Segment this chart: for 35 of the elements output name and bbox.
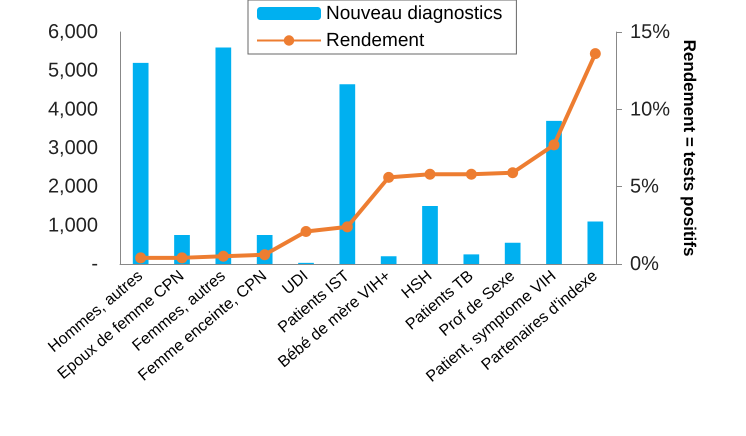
bar xyxy=(422,206,438,264)
bar xyxy=(132,62,149,264)
point xyxy=(383,172,394,183)
point xyxy=(466,168,477,180)
point xyxy=(342,221,353,232)
y-tick-label: 5,000 xyxy=(48,60,98,82)
bar xyxy=(463,254,480,264)
bar xyxy=(339,84,356,264)
point xyxy=(300,226,312,238)
y-tick-label: 4,000 xyxy=(48,98,98,120)
legend-label: Nouveau diagnostics xyxy=(326,3,502,24)
point xyxy=(507,167,518,178)
y-tick-label: - xyxy=(91,253,98,275)
point xyxy=(218,250,229,262)
y2-tick-label: 0% xyxy=(630,253,660,275)
bar xyxy=(546,120,562,264)
point xyxy=(590,48,601,60)
y2-tick-label: 5% xyxy=(630,176,660,198)
y-tick-label: 1,000 xyxy=(48,214,98,236)
bar xyxy=(380,256,397,264)
point xyxy=(176,252,188,264)
bar xyxy=(587,221,604,264)
y-tick-label: 3,000 xyxy=(48,137,98,159)
y-tick-label: 2,000 xyxy=(48,176,98,198)
y2-tick-label: 15% xyxy=(630,21,670,43)
y2-axis-title: Rendement = tests positifs xyxy=(680,40,699,256)
point xyxy=(135,252,146,264)
y2-tick-label: 10% xyxy=(630,98,670,120)
bar xyxy=(215,47,232,264)
x-tick-label: UDI xyxy=(279,267,312,298)
y-tick-label: 6,000 xyxy=(48,21,98,43)
point xyxy=(548,139,560,150)
bar xyxy=(504,242,521,264)
point xyxy=(424,168,436,180)
legend-label: Rendement xyxy=(326,30,425,51)
